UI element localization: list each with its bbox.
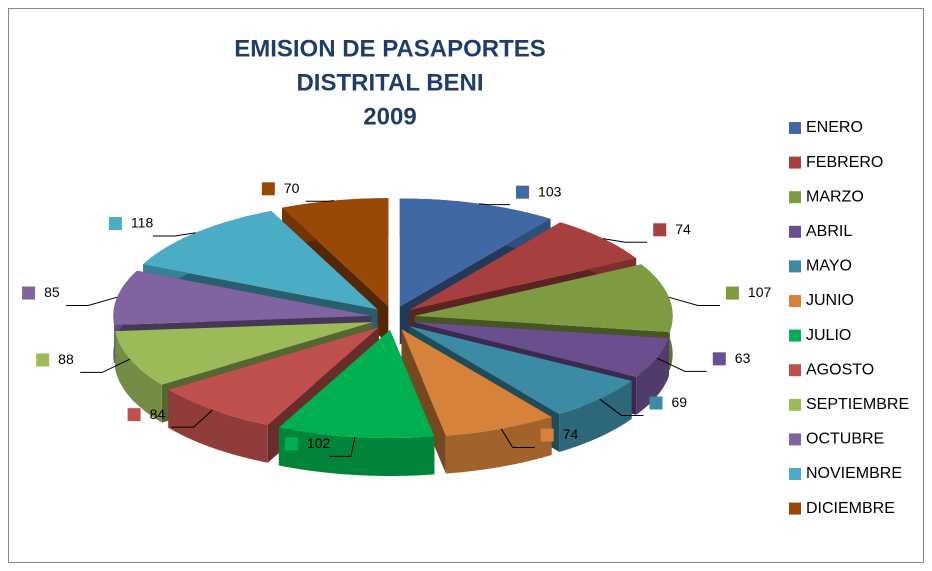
slice	[278, 329, 435, 476]
legend-label: FEBRERO	[806, 154, 883, 171]
slice-wall	[115, 331, 162, 423]
chart-title: 2009	[363, 103, 416, 130]
leader-line	[478, 203, 511, 206]
leader-line	[328, 436, 356, 457]
value-label-key	[516, 185, 530, 199]
leader-line	[599, 398, 644, 416]
legend-label: AGOSTO	[806, 361, 874, 378]
slice-top	[113, 270, 372, 325]
leader-line	[668, 296, 720, 307]
chart-title: DISTRITAL BENI	[296, 69, 483, 96]
value-label: 74	[675, 221, 691, 237]
value-label: 69	[671, 394, 687, 410]
value-label: 63	[735, 350, 751, 366]
legend-swatch	[789, 156, 801, 169]
pie	[113, 198, 673, 476]
slice-top	[409, 222, 637, 310]
legend-label: JUNIO	[806, 292, 854, 309]
value-label: 107	[748, 284, 772, 300]
value-label-key	[108, 217, 122, 231]
slice-top	[413, 322, 669, 377]
leader-line	[500, 428, 535, 449]
legend-swatch	[789, 468, 801, 480]
value-label-key	[36, 353, 50, 367]
legend-label: JULIO	[806, 327, 851, 344]
legend-swatch	[789, 364, 801, 377]
chart-title: EMISION DE PASAPORTES	[234, 35, 546, 62]
slice-top	[399, 198, 551, 307]
slice-wall	[636, 338, 669, 415]
leader-line	[80, 358, 131, 373]
legend-label: SEPTIEMBRE	[806, 396, 909, 413]
slice-top	[282, 198, 389, 307]
leader-line	[602, 238, 648, 243]
legend-swatch	[789, 398, 801, 411]
value-label: 70	[284, 180, 300, 196]
slice-top	[278, 329, 435, 438]
value-label: 88	[58, 351, 74, 367]
legend-label: ENERO	[806, 119, 863, 136]
labels: 70 103 118 74 107 85 63 88 69 84 74 102	[22, 180, 772, 457]
legend-swatch	[789, 260, 801, 273]
value-label-key	[712, 352, 726, 366]
value-label-key	[653, 223, 667, 237]
legend: ENERO FEBRERO MARZO ABRIL MAYO JUNIO JULIO AGOS…	[789, 119, 909, 517]
legend-label: OCTUBRE	[806, 431, 884, 448]
value-label-key	[649, 396, 663, 410]
leader-line	[171, 409, 213, 428]
slice-top	[115, 322, 373, 385]
slice-wall	[168, 389, 268, 463]
value-label: 103	[538, 183, 562, 199]
legend-swatch	[789, 502, 801, 515]
leader-line	[656, 357, 707, 372]
slice-top	[414, 264, 673, 333]
leader-line	[152, 232, 196, 237]
slice-wall	[559, 380, 632, 452]
legend-swatch	[789, 295, 801, 307]
legend-label: NOVIEMBRE	[806, 465, 902, 482]
slice-side	[401, 329, 446, 474]
legend-swatch	[789, 122, 801, 134]
legend-label: ABRIL	[806, 223, 852, 240]
value-label-key	[261, 182, 275, 196]
value-label: 102	[307, 435, 331, 451]
value-label: 84	[150, 406, 166, 422]
legend-swatch	[789, 433, 801, 446]
legend-label: MAYO	[806, 258, 852, 275]
legend-swatch	[789, 225, 801, 238]
value-label-key	[127, 408, 141, 422]
leader-line	[305, 200, 335, 202]
value-label-key	[22, 286, 36, 300]
value-label: 118	[131, 215, 154, 231]
legend-label: MARZO	[806, 188, 864, 205]
legend-swatch	[789, 191, 801, 204]
slice-top	[143, 210, 378, 310]
value-label-key	[725, 286, 739, 300]
slice-wall	[278, 427, 435, 476]
value-label-key	[284, 437, 298, 451]
legend-swatch	[789, 329, 801, 342]
value-label: 85	[44, 284, 60, 300]
slice-wall	[445, 416, 552, 474]
legend-label: DICIEMBRE	[806, 500, 895, 517]
leader-line	[66, 296, 118, 307]
slice-top	[401, 329, 552, 436]
slice	[401, 329, 552, 474]
value-label-key	[540, 428, 554, 442]
slice-top	[409, 326, 632, 414]
slice-top	[168, 327, 379, 425]
value-label: 74	[563, 426, 579, 442]
